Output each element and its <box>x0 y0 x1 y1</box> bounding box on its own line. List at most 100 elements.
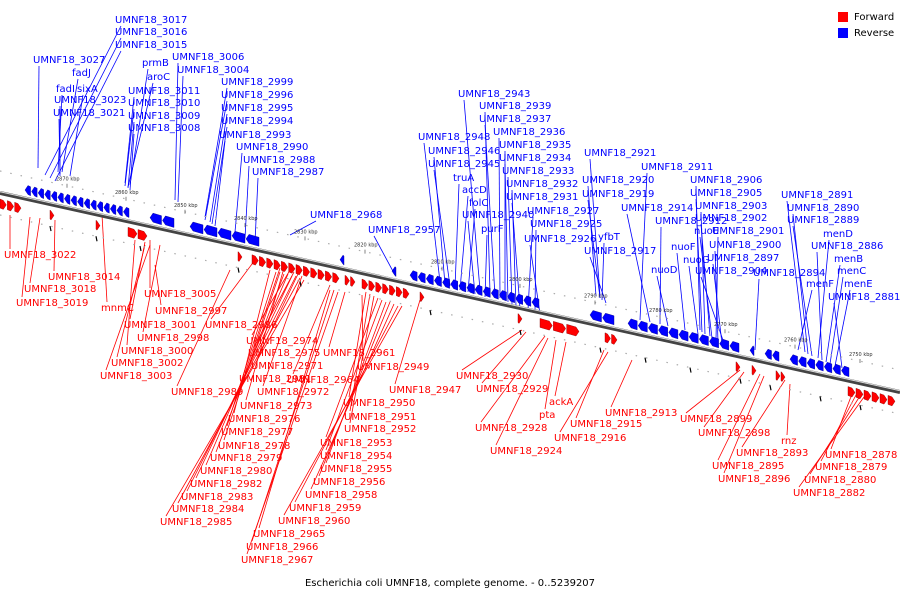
reverse-leader-line <box>204 87 228 218</box>
kbp-tick-label: 2800 kbp <box>509 277 533 283</box>
forward-gene-arrow <box>344 274 350 286</box>
reverse-gene-label: UMNF18_3016 <box>115 27 187 38</box>
reverse-gene-label: UMNF18_2931 <box>506 192 578 203</box>
reverse-leader-line <box>214 140 226 227</box>
forward-leader-line <box>361 294 364 362</box>
forward-gene-label: UMNF18_2984 <box>172 504 244 515</box>
forward-gene-arrow <box>332 272 340 284</box>
reverse-gene-label: UMNF18_2904 <box>695 266 767 277</box>
reverse-gene-arrow <box>70 195 77 207</box>
feature-tick <box>644 357 647 363</box>
forward-gene-arrow <box>361 278 369 290</box>
forward-leader-line <box>310 303 395 490</box>
feature-tick <box>139 245 142 252</box>
reverse-gene-arrow <box>688 332 699 344</box>
forward-gene-label: UMNF18_2975 <box>248 348 320 359</box>
reverse-leader-line <box>289 220 317 236</box>
forward-gene-label: UMNF18_2882 <box>793 488 865 499</box>
forward-gene-arrow <box>368 280 375 292</box>
reverse-gene-arrow <box>699 334 709 346</box>
forward-gene-label: UMNF18_2959 <box>289 503 361 514</box>
forward-gene-arrow <box>517 313 523 324</box>
forward-gene-label: UMNF18_2977 <box>221 427 293 438</box>
reverse-gene-label: UMNF18_2914 <box>621 203 693 214</box>
reverse-leader-line <box>626 213 651 323</box>
reverse-leader-line <box>204 100 228 221</box>
reverse-gene-label: prmB <box>142 58 169 69</box>
forward-gene-label: UMNF18_2972 <box>257 387 329 398</box>
forward-gene-label: UMNF18_2947 <box>389 385 461 396</box>
forward-leader-line <box>29 217 41 284</box>
reverse-gene-arrow <box>668 327 679 340</box>
reverse-gene-arrow <box>149 212 162 225</box>
forward-leader-line <box>142 244 161 333</box>
forward-gene-label: UMNF18_2898 <box>698 428 770 439</box>
reverse-leader-line <box>587 185 597 297</box>
forward-leader-line <box>723 375 765 474</box>
reverse-gene-label: UMNF18_2937 <box>479 114 551 125</box>
reverse-gene-arrow <box>123 207 130 218</box>
forward-leader-line <box>21 216 31 298</box>
forward-gene-arrow <box>303 265 310 277</box>
forward-gene-label: UMNF18_3018 <box>24 284 96 295</box>
forward-leader-line <box>246 291 339 555</box>
reverse-gene-arrow <box>482 286 491 298</box>
forward-gene-arrow <box>735 361 741 372</box>
reverse-gene-label: yfbT <box>598 232 621 243</box>
forward-leader-line <box>348 291 367 398</box>
reverse-gene-label: UMNF18_2889 <box>787 215 859 226</box>
feature-tick <box>519 329 522 336</box>
forward-gene-arrow <box>350 276 356 287</box>
reverse-gene-arrow <box>442 277 450 289</box>
forward-gene-arrow <box>0 198 7 210</box>
reverse-gene-arrow <box>339 254 345 266</box>
forward-leader-line <box>256 273 299 361</box>
forward-gene-label: UMNF18_2950 <box>343 398 415 409</box>
forward-gene-label: UMNF18_2913 <box>605 408 677 419</box>
forward-gene-arrow <box>775 370 781 381</box>
reverse-leader-line <box>589 256 607 304</box>
forward-gene-label: UMNF18_2896 <box>718 474 790 485</box>
forward-leader-line <box>717 373 761 461</box>
forward-gene-label: UMNF18_2965 <box>253 529 325 540</box>
reverse-gene-label: UMNF18_3009 <box>128 111 200 122</box>
reverse-gene-label: menE <box>844 279 873 290</box>
kbp-tick-label: 2860 kbp <box>115 190 139 196</box>
reverse-leader-line <box>797 289 813 351</box>
reverse-gene-arrow <box>466 282 475 295</box>
reverse-gene-arrow <box>648 323 658 335</box>
forward-gene-label: UMNF18_2929 <box>476 384 548 395</box>
reverse-gene-arrow <box>815 360 824 372</box>
reverse-gene-arrow <box>203 224 218 238</box>
forward-gene-label: UMNF18_2997 <box>155 306 227 317</box>
forward-leader-line <box>559 351 609 433</box>
reverse-leader-line <box>712 263 723 345</box>
reverse-gene-arrow <box>77 196 84 208</box>
reverse-gene-label: UMNF18_2911 <box>641 162 713 173</box>
forward-gene-arrow <box>566 324 580 337</box>
reverse-leader-line <box>433 169 451 287</box>
reverse-gene-arrow <box>103 202 110 214</box>
reverse-gene-label: UMNF18_2927 <box>527 206 599 217</box>
reverse-leader-line <box>127 121 135 189</box>
forward-leader-line <box>495 337 549 446</box>
forward-gene-arrow <box>317 269 325 280</box>
reverse-gene-label: UMNF18_2926 <box>524 234 596 245</box>
reverse-leader-line <box>61 78 79 173</box>
reverse-leader-line <box>124 108 135 187</box>
reverse-gene-label: UMNF18_3008 <box>128 123 200 134</box>
forward-leader-line <box>101 214 108 303</box>
forward-leader-line <box>480 335 546 423</box>
reverse-gene-arrow <box>602 312 615 326</box>
reverse-gene-label: UMNF18_3004 <box>177 65 249 76</box>
forward-gene-label: UMNF18_2915 <box>570 419 642 430</box>
reverse-leader-line <box>127 82 154 188</box>
reverse-leader-line <box>699 236 713 339</box>
reverse-gene-label: UMNF18_2932 <box>506 179 578 190</box>
reverse-leader-line <box>254 177 259 243</box>
reverse-gene-arrow <box>678 329 689 342</box>
reverse-gene-arrow <box>627 318 638 331</box>
reverse-leader-line <box>463 99 481 291</box>
reverse-gene-arrow <box>719 338 730 351</box>
